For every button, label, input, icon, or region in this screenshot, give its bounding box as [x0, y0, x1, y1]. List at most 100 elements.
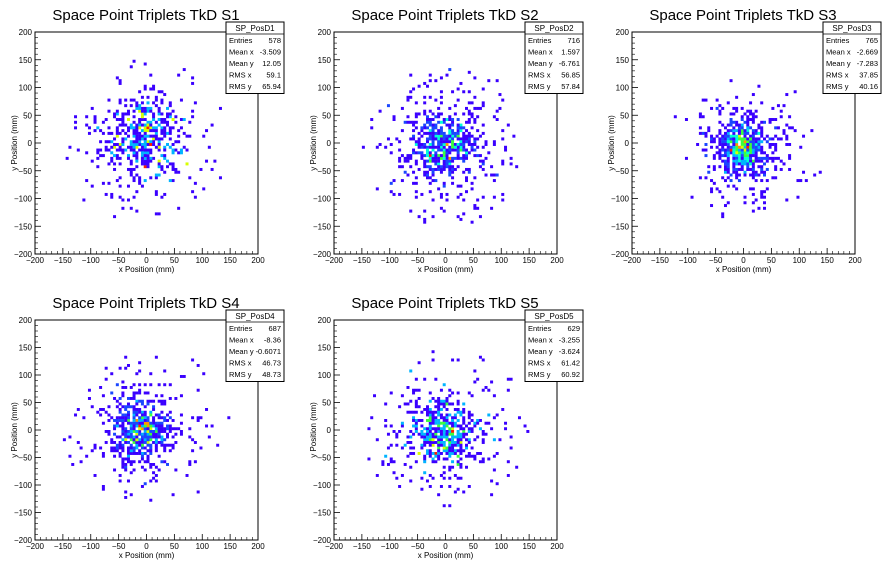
- histogram-bin: [732, 120, 736, 124]
- histogram-bin: [465, 134, 468, 138]
- histogram-bin: [129, 65, 133, 69]
- histogram-bin: [442, 165, 446, 169]
- histogram-bin: [504, 421, 508, 425]
- histogram-bin: [85, 179, 89, 183]
- histogram-bin: [129, 386, 133, 389]
- histogram-bin: [121, 123, 125, 127]
- histogram-bin: [82, 198, 86, 202]
- histogram-bin: [149, 151, 153, 155]
- histogram-bin: [434, 179, 438, 183]
- histogram-bin: [101, 452, 105, 455]
- histogram-bin: [79, 460, 83, 464]
- histogram-bin: [107, 419, 111, 422]
- histogram-bin: [129, 397, 133, 400]
- histogram-bin: [701, 115, 705, 119]
- histogram-bin: [718, 156, 722, 160]
- histogram-bin: [484, 140, 488, 144]
- histogram-bin: [121, 460, 125, 464]
- y-tick-label: −100: [611, 195, 630, 204]
- histogram-bin: [157, 137, 161, 141]
- histogram-bin: [448, 427, 452, 431]
- histogram-bin: [776, 156, 780, 160]
- histogram-bin: [737, 131, 741, 135]
- histogram-bin: [698, 131, 702, 135]
- histogram-bin: [431, 170, 435, 174]
- histogram-bin: [439, 399, 443, 403]
- histogram-bin: [715, 98, 719, 102]
- histogram-bin: [132, 421, 136, 425]
- histogram-bin: [227, 416, 231, 420]
- histogram-bin: [414, 112, 418, 116]
- histogram-bin: [121, 118, 125, 121]
- histogram-bin: [400, 154, 404, 158]
- histogram-bin: [121, 430, 125, 433]
- histogram-bin: [138, 109, 142, 113]
- histogram-bin: [154, 104, 158, 108]
- histogram-bin: [423, 154, 427, 158]
- histogram-bin: [740, 131, 744, 135]
- histogram-bin: [442, 184, 446, 188]
- histogram-bin: [152, 408, 156, 411]
- histogram-bin: [442, 137, 446, 141]
- histogram-bin: [439, 131, 443, 135]
- histogram-bin: [754, 148, 758, 152]
- histogram-bin: [451, 424, 455, 428]
- histogram-bin: [506, 377, 510, 381]
- histogram-bin: [185, 148, 189, 152]
- histogram-bin: [428, 176, 432, 180]
- histogram-bin: [754, 140, 758, 144]
- histogram-bin: [453, 424, 457, 428]
- histogram-bin: [129, 167, 133, 171]
- histogram-bin: [149, 424, 153, 428]
- histogram-bin: [398, 165, 402, 169]
- x-axis-label: x Position (mm): [716, 265, 772, 274]
- histogram-bin: [143, 123, 147, 127]
- histogram-bin: [448, 476, 452, 480]
- histogram-bin: [392, 179, 396, 183]
- histogram-bin: [140, 129, 144, 133]
- histogram-bin: [423, 209, 427, 213]
- histogram-bin: [476, 377, 480, 381]
- histogram-bin: [113, 449, 117, 453]
- histogram-bin: [732, 165, 736, 169]
- histogram-bin: [146, 438, 150, 442]
- stats-box-name: SP_PosD2: [534, 24, 574, 33]
- histogram-bin: [448, 413, 452, 417]
- histogram-bin: [721, 145, 725, 149]
- histogram-bin: [423, 438, 427, 442]
- histogram-bin: [124, 123, 128, 127]
- histogram-bin: [428, 474, 432, 477]
- histogram-bin: [409, 95, 413, 99]
- histogram-bin: [135, 391, 139, 395]
- histogram-bin: [439, 76, 443, 80]
- histogram-bin: [442, 399, 446, 403]
- histogram-bin: [107, 148, 111, 152]
- histogram-bin: [473, 148, 477, 152]
- histogram-bin: [448, 170, 452, 174]
- histogram-bin: [498, 93, 502, 97]
- histogram-bin: [96, 156, 100, 160]
- histogram-bin: [412, 129, 416, 133]
- histogram-bin: [104, 192, 108, 196]
- histogram-bin: [451, 419, 455, 422]
- histogram-bin: [428, 129, 432, 133]
- x-tick-label: −200: [623, 256, 642, 265]
- histogram-bin: [751, 120, 755, 124]
- histogram-bin: [434, 405, 438, 409]
- histogram-bin: [459, 148, 463, 152]
- histogram-bin: [129, 206, 133, 210]
- histogram-bin: [210, 123, 214, 127]
- x-tick-label: −150: [353, 256, 372, 265]
- histogram-bin: [132, 179, 136, 183]
- histogram-bin: [437, 159, 441, 163]
- histogram-bin: [132, 452, 136, 455]
- y-tick-label: 0: [327, 139, 332, 148]
- x-tick-label: 50: [170, 542, 179, 551]
- stats-label: Entries: [826, 36, 850, 45]
- stats-label: Mean x: [826, 48, 851, 57]
- histogram-bin: [129, 126, 133, 130]
- histogram-bin: [749, 156, 753, 160]
- histogram-bin: [168, 101, 172, 105]
- histogram-bin: [746, 131, 750, 135]
- histogram-bin: [749, 143, 753, 146]
